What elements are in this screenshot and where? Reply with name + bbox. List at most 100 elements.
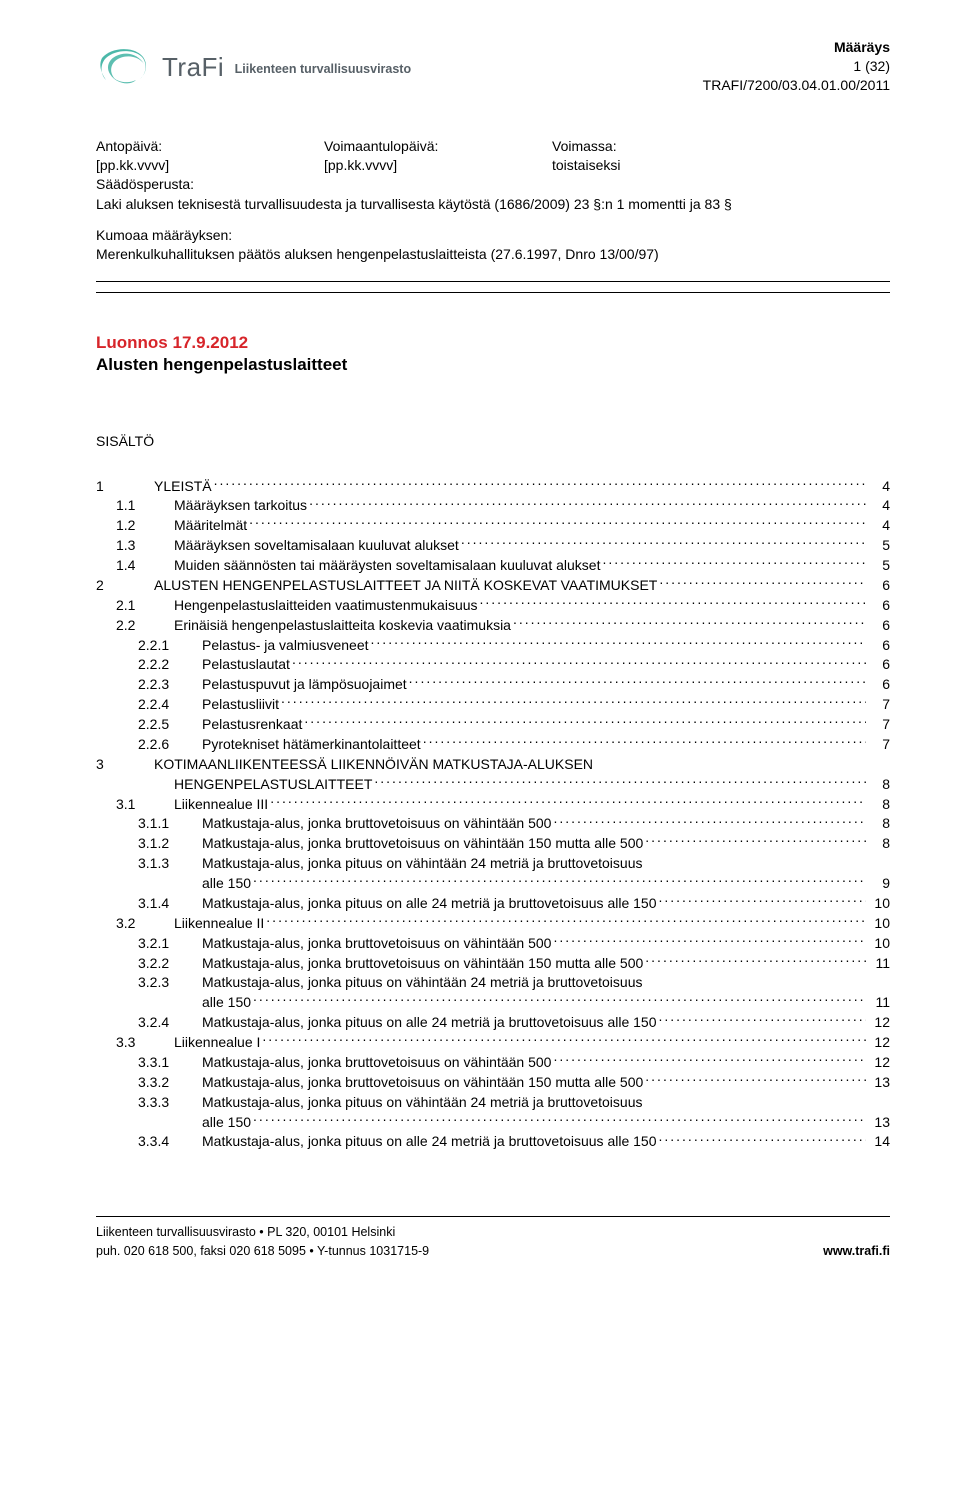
toc-leader [264, 914, 866, 928]
toc-leader [290, 655, 866, 669]
toc-number: 1.2 [116, 516, 174, 536]
toc-title: Liikennealue I [174, 1033, 260, 1053]
toc-leader [657, 576, 866, 590]
meta-label: Voimassa: [552, 137, 890, 156]
toc-entry: 1.2Määritelmät 4 [96, 516, 890, 536]
doc-type: Määräys [703, 38, 890, 57]
toc-entry: 1.4Muiden säännösten tai määräysten sove… [96, 556, 890, 576]
toc-number: 3.1.3 [138, 854, 202, 874]
divider [96, 292, 890, 293]
toc-title: Määritelmät [174, 516, 247, 536]
page-info: 1 (32) [703, 57, 890, 76]
toc-number: 1.4 [116, 556, 174, 576]
toc-number: 2 [96, 576, 154, 596]
toc-number: 3.3 [116, 1033, 174, 1053]
meta-value: toistaiseksi [552, 156, 890, 175]
toc-page: 12 [866, 1053, 890, 1073]
toc-entry: 3.1.4Matkustaja-alus, jonka pituus on al… [96, 894, 890, 914]
toc-page: 6 [866, 655, 890, 675]
toc-title: HENGENPELASTUSLAITTEET [174, 775, 372, 795]
toc-entry: 3.2.3Matkustaja-alus, jonka pituus on vä… [96, 973, 890, 993]
toc-number: 3.1.2 [138, 834, 202, 854]
toc-title: Pelastusrenkaat [202, 715, 302, 735]
toc-entry: 1YLEISTÄ4 [96, 477, 890, 497]
toc-entry: 2.2.2Pelastuslautat6 [96, 655, 890, 675]
toc-leader [251, 1113, 866, 1127]
toc-page: 11 [866, 993, 890, 1013]
toc-title: Matkustaja-alus, jonka pituus on vähintä… [202, 973, 642, 993]
toc-title: Hengenpelastuslaitteiden vaatimustenmuka… [174, 596, 478, 616]
toc-page: 8 [866, 834, 890, 854]
title-block: Luonnos 17.9.2012 Alusten hengenpelastus… [96, 333, 890, 375]
toc-entry: 3.2.2Matkustaja-alus, jonka bruttovetois… [96, 954, 890, 974]
doc-ref: TRAFI/7200/03.04.01.00/2011 [703, 76, 890, 95]
toc-number: 2.2 [116, 616, 174, 636]
toc-number: 3 [96, 755, 154, 775]
toc-entry: 1.3Määräyksen soveltamisalaan kuuluvat a… [96, 536, 890, 556]
toc-entry: 3.1Liikennealue III8 [96, 795, 890, 815]
toc-page: 4 [866, 516, 890, 536]
toc-title: Matkustaja-alus, jonka pituus on alle 24… [202, 1132, 656, 1152]
toc-page: 13 [866, 1113, 890, 1133]
toc-page: 10 [866, 914, 890, 934]
toc-entry-cont: alle 15011 [96, 993, 890, 1013]
toc-leader [656, 1013, 866, 1027]
basis-label: Säädösperusta: [96, 175, 890, 194]
toc-entry: 3.2Liikennealue II10 [96, 914, 890, 934]
toc-number: 3.3.4 [138, 1132, 202, 1152]
toc-title: YLEISTÄ [154, 477, 212, 497]
toc-entry: 2.2.1Pelastus- ja valmiusveneet6 [96, 636, 890, 656]
toc-entry: 3.3Liikennealue I 12 [96, 1033, 890, 1053]
toc-page: 9 [866, 874, 890, 894]
toc-entry: 3KOTIMAANLIIKENTEESSÄ LIIKENNÖIVÄN MATKU… [96, 755, 890, 775]
toc-page: 6 [866, 675, 890, 695]
logo-text-sub: Liikenteen turvallisuusvirasto [235, 62, 411, 76]
toc-leader [268, 795, 866, 809]
table-of-contents: 1YLEISTÄ41.1Määräyksen tarkoitus41.2Määr… [96, 477, 890, 1153]
toc-leader [551, 934, 866, 948]
toc-page: 6 [866, 596, 890, 616]
basis-text: Laki aluksen teknisestä turvallisuudesta… [96, 195, 890, 214]
toc-entry: 2ALUSTEN HENGENPELASTUSLAITTEET JA NIITÄ… [96, 576, 890, 596]
toc-title: Matkustaja-alus, jonka bruttovetoisuus o… [202, 934, 551, 954]
toc-entry: 2.2.3Pelastuspuvut ja lämpösuojaimet6 [96, 675, 890, 695]
toc-title: Matkustaja-alus, jonka pituus on alle 24… [202, 894, 656, 914]
toc-title: KOTIMAANLIIKENTEESSÄ LIIKENNÖIVÄN MATKUS… [154, 755, 593, 775]
toc-entry: 3.3.3Matkustaja-alus, jonka pituus on vä… [96, 1093, 890, 1113]
toc-number: 1.3 [116, 536, 174, 556]
toc-page: 5 [866, 536, 890, 556]
toc-page: 5 [866, 556, 890, 576]
toc-page: 12 [866, 1013, 890, 1033]
toc-leader [212, 477, 866, 491]
toc-number: 3.1.4 [138, 894, 202, 914]
toc-title: Pelastusliivit [202, 695, 279, 715]
toc-title: Määräyksen tarkoitus [174, 496, 307, 516]
divider [96, 281, 890, 282]
toc-page: 6 [866, 576, 890, 596]
toc-title: Matkustaja-alus, jonka bruttovetoisuus o… [202, 1053, 551, 1073]
toc-number: 3.3.3 [138, 1093, 202, 1113]
toc-number: 1 [96, 477, 154, 497]
toc-number: 3.2.3 [138, 973, 202, 993]
toc-title: Matkustaja-alus, jonka bruttovetoisuus o… [202, 1073, 643, 1093]
toc-number: 3.2.1 [138, 934, 202, 954]
trafi-logo-icon [96, 44, 152, 90]
toc-number: 2.2.4 [138, 695, 202, 715]
draft-date: Luonnos 17.9.2012 [96, 333, 890, 353]
toc-title: Erinäisiä hengenpelastuslaitteita koskev… [174, 616, 511, 636]
toc-entry: 1.1Määräyksen tarkoitus4 [96, 496, 890, 516]
meta-value: [pp.kk.vvvv] [96, 156, 324, 175]
header-meta: Määräys 1 (32) TRAFI/7200/03.04.01.00/20… [703, 38, 890, 95]
toc-page: 12 [866, 1033, 890, 1053]
toc-entry: 2.1Hengenpelastuslaitteiden vaatimustenm… [96, 596, 890, 616]
footer-line: Liikenteen turvallisuusvirasto • PL 320,… [96, 1223, 429, 1242]
toc-leader [307, 496, 866, 510]
toc-number: 1.1 [116, 496, 174, 516]
page-footer: Liikenteen turvallisuusvirasto • PL 320,… [96, 1216, 890, 1261]
meta-value: [pp.kk.vvvv] [324, 156, 552, 175]
toc-leader [407, 675, 866, 689]
toc-leader [302, 715, 866, 729]
toc-entry: 2.2.5Pelastusrenkaat7 [96, 715, 890, 735]
toc-title: alle 150 [202, 874, 251, 894]
toc-leader [656, 1132, 866, 1146]
